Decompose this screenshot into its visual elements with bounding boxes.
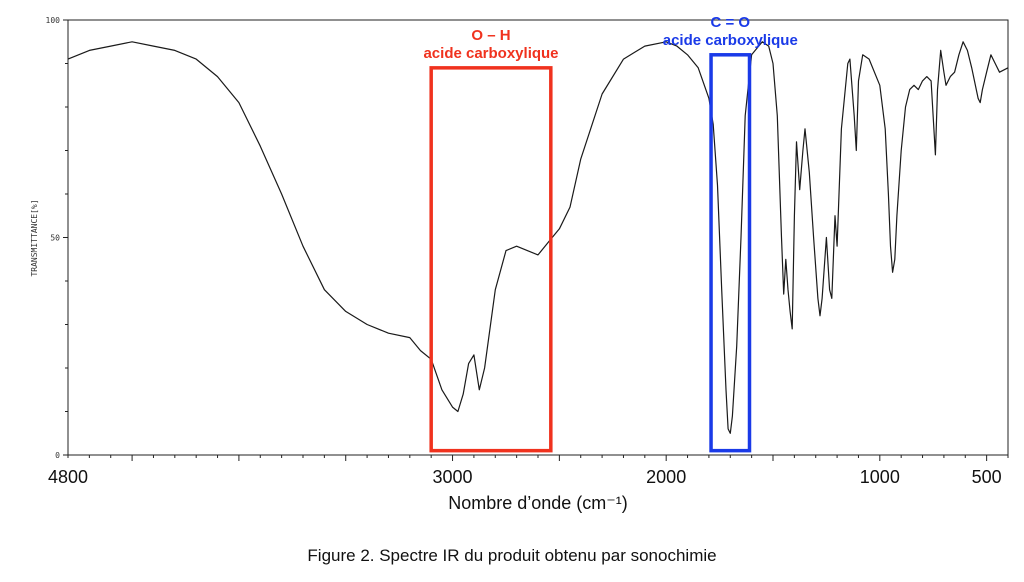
annotation-label-group: O – H [471, 27, 510, 44]
y-tick-label: 100 [46, 16, 61, 25]
annotation-box [429, 66, 553, 453]
y-axis-ticks: 100 50 0 [46, 16, 68, 460]
figure-caption: Figure 2. Spectre IR du produit obtenu p… [307, 546, 717, 565]
annotation-box [709, 53, 752, 453]
x-tick-label: 1000 [860, 467, 900, 487]
x-tick-label: 2000 [646, 467, 686, 487]
y-axis-label: TRANSMITTANCE[%] [30, 199, 39, 276]
annotation-label-group: C = O [710, 14, 750, 31]
x-tick-label: 4800 [48, 467, 88, 487]
x-tick-label: 500 [972, 467, 1002, 487]
transmittance-line [67, 41, 1009, 434]
plot-frame [67, 19, 1009, 456]
y-tick-label: 50 [50, 234, 60, 243]
annotation-label-compound: acide carboxylique [663, 32, 798, 49]
annotation-label-compound: acide carboxylique [423, 45, 558, 62]
x-axis-ticks: 4800 3000 2000 1000 500 [48, 455, 1009, 487]
x-tick-label: 3000 [433, 467, 473, 487]
y-tick-label: 0 [55, 451, 60, 460]
x-axis-label: Nombre d’onde (cm⁻¹) [448, 493, 628, 513]
